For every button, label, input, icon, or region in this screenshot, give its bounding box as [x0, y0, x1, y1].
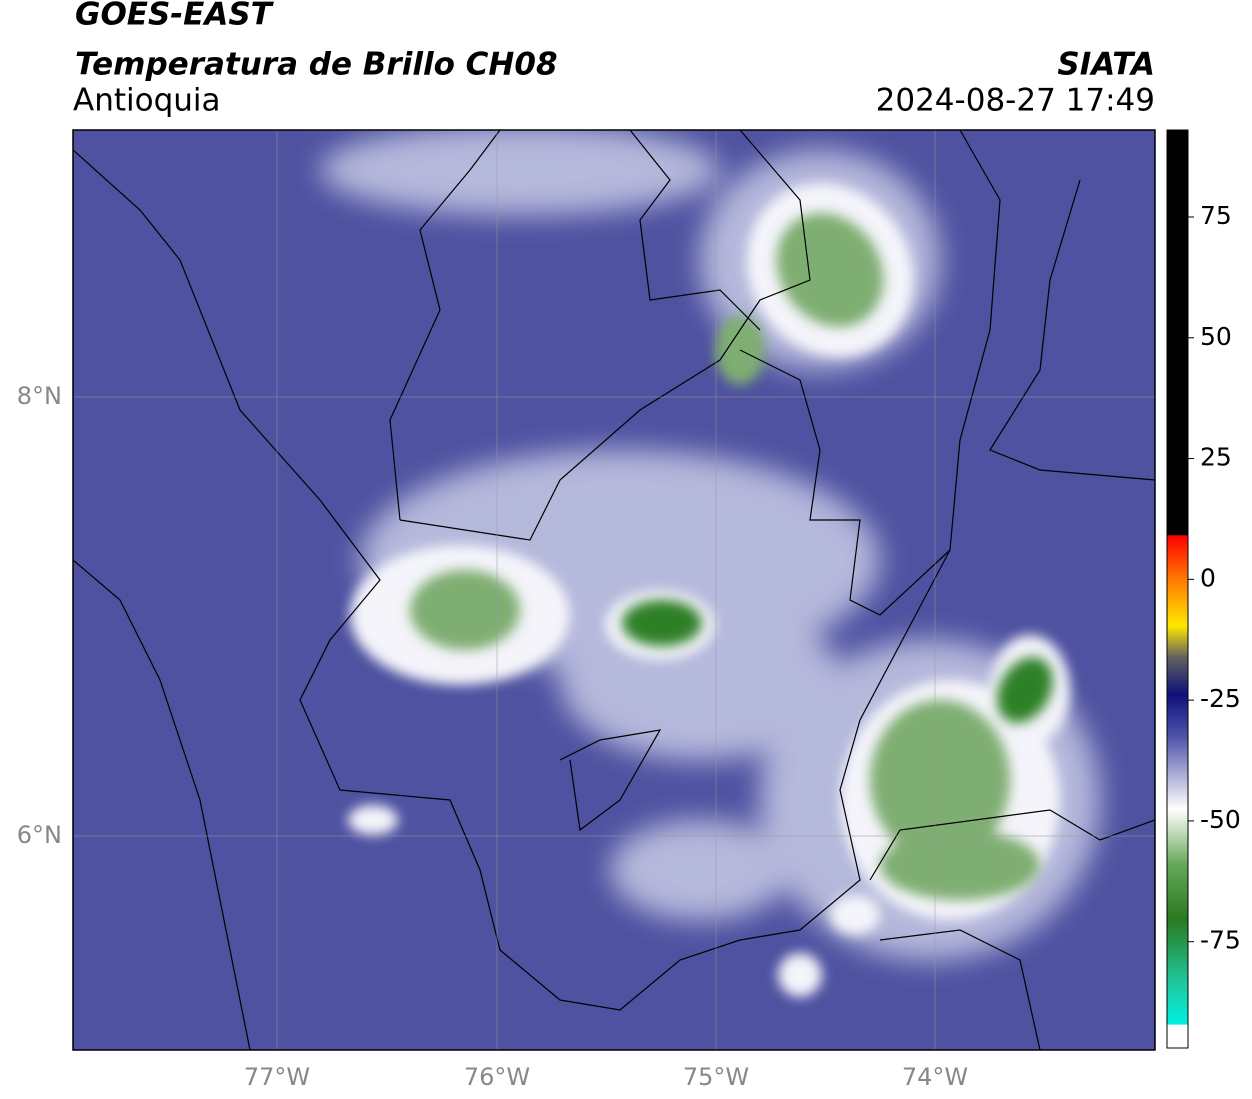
lon-label: 77°W: [244, 1063, 310, 1091]
lat-label: 8°N: [17, 382, 62, 410]
colorbar-tick-label: -25: [1200, 684, 1241, 713]
subtitle: Temperatura de Brillo CH08: [75, 47, 558, 83]
source: SIATA: [1057, 47, 1155, 83]
lon-label: 75°W: [683, 1063, 749, 1091]
colorbar-tick-label: 25: [1200, 443, 1232, 472]
colorbar-tick-label: -50: [1200, 805, 1241, 834]
colorbar-tick-label: 50: [1200, 322, 1232, 351]
lat-label: 6°N: [17, 821, 62, 849]
title: GOES-EAST: [75, 0, 275, 33]
map-frame: [72, 129, 1156, 1051]
lon-label: 76°W: [464, 1063, 530, 1091]
colorbar-tick-label: 75: [1200, 201, 1232, 230]
map-imagery: [73, 130, 1155, 1050]
region: Antioquia: [73, 83, 221, 119]
colorbar-tick-label: 0: [1200, 563, 1216, 592]
colorbar: [1166, 129, 1189, 1049]
colorbar-tick-label: -75: [1200, 926, 1241, 955]
lon-label: 74°W: [902, 1063, 968, 1091]
datetime: 2024-08-27 17:49: [876, 83, 1155, 119]
